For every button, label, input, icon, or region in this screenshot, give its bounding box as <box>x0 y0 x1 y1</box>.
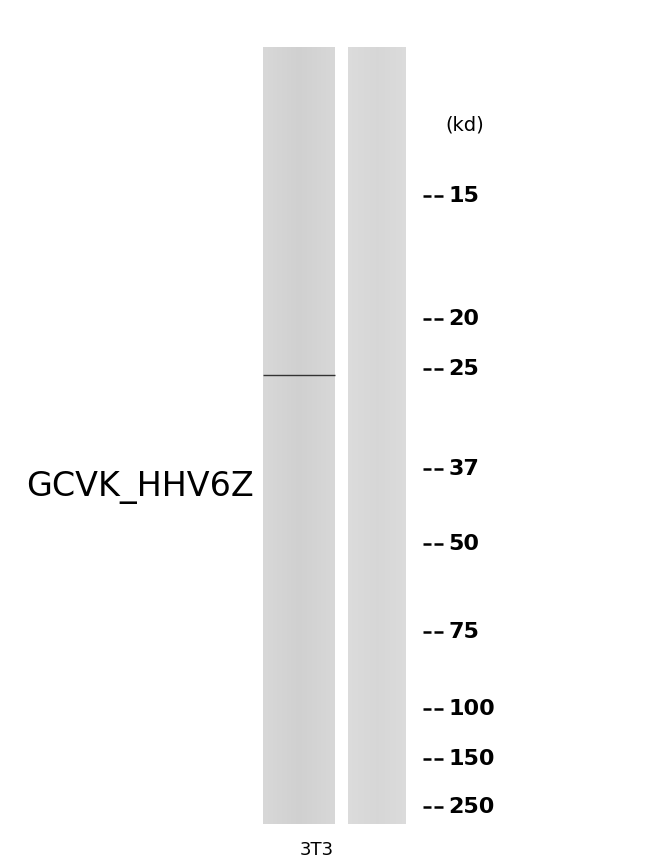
Text: 150: 150 <box>448 749 495 770</box>
Text: 3T3: 3T3 <box>300 841 334 860</box>
Text: GCVK_HHV6Z: GCVK_HHV6Z <box>26 471 254 504</box>
Text: 15: 15 <box>448 186 479 206</box>
Text: 250: 250 <box>448 797 495 817</box>
Text: 75: 75 <box>448 621 479 642</box>
Text: 37: 37 <box>448 459 479 480</box>
Text: (kd): (kd) <box>445 116 484 135</box>
Text: 50: 50 <box>448 533 480 554</box>
Text: 25: 25 <box>448 359 479 380</box>
Text: 100: 100 <box>448 699 495 720</box>
Text: 20: 20 <box>448 309 480 330</box>
